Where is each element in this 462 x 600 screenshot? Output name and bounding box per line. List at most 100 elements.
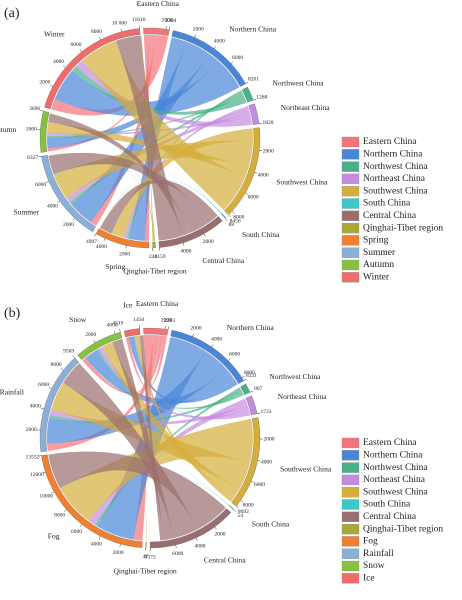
sector-name: South China (242, 230, 280, 239)
sector-arc (143, 27, 170, 36)
legend-label: South China (363, 500, 411, 510)
sector-arc (39, 357, 80, 453)
tick-mark (62, 65, 66, 68)
tick-label: 9569 (63, 348, 74, 354)
sector-name: Southwest China (276, 177, 328, 186)
legend-label: Southwest China (363, 487, 428, 497)
tick-mark (251, 480, 255, 483)
legend-label: Ice (363, 573, 375, 583)
tick-label: 6159 (155, 254, 166, 260)
tick-label: 242 (149, 254, 158, 260)
tick-mark (195, 537, 198, 541)
legend-swatch (341, 499, 360, 510)
legend-label: Summer (363, 248, 396, 258)
legend-label: Autumn (363, 260, 394, 270)
legend-swatch (341, 247, 360, 258)
legend-swatch (341, 259, 360, 271)
sector-name: Northwest China (269, 372, 321, 381)
legend-label: Central China (363, 512, 417, 522)
sector-arc (245, 395, 258, 416)
tick-label: 2000 (263, 436, 274, 442)
legend-swatch (341, 186, 360, 197)
tick-label: 1828 (263, 120, 274, 126)
legend-label: Spring (363, 236, 389, 246)
sector-name: Qinghai-Tibet region (123, 267, 187, 276)
tick-mark (231, 210, 235, 214)
tick-mark (213, 46, 217, 49)
chord (81, 40, 246, 211)
tick-mark (40, 110, 44, 112)
legend-label: Southwest China (363, 186, 428, 196)
sector-arc (95, 228, 150, 249)
sector-arc (39, 110, 50, 153)
legend-label: Qinghai-Tibet region (363, 223, 443, 233)
tick-label: 2000 (63, 222, 74, 228)
legend-swatch (341, 523, 360, 535)
tick-mark (192, 333, 194, 337)
legend-label: Eastern China (363, 438, 417, 448)
tick-label: 2000 (215, 531, 226, 537)
tick-label: 6000 (254, 482, 265, 488)
legend-swatch (341, 210, 360, 221)
tick-mark (245, 192, 249, 195)
tick-label: 2000 (203, 239, 214, 245)
tick-label: 8327 (27, 155, 38, 161)
tick-label: 8331 (246, 373, 257, 379)
sector-name: Summer (14, 208, 40, 217)
tick-label: 6000 (71, 529, 82, 535)
tick-label: 8000 (91, 29, 102, 35)
legend-swatch (341, 450, 360, 461)
legend-label: Qinghai-Tibet region (363, 524, 443, 534)
legend-swatch (341, 222, 360, 234)
legend-swatch (341, 136, 360, 148)
tick-label: 4000 (107, 322, 118, 328)
chord (102, 342, 240, 499)
tick-mark (243, 378, 247, 381)
tick-mark (119, 543, 121, 547)
legend-swatch (341, 573, 360, 584)
legend-label: South China (363, 199, 411, 209)
tick-label: 2000 (39, 79, 50, 85)
tick-label: 2000 (26, 427, 37, 433)
legend-swatch (341, 474, 360, 486)
tick-label: 8456 (230, 218, 241, 224)
tick-mark (42, 471, 46, 474)
tick-mark (98, 536, 101, 539)
tick-label: 8000 (244, 370, 255, 376)
sector-name: Qinghai-Tibet region (114, 567, 178, 576)
tick-label: 8000 (51, 362, 62, 368)
tick-label: 4000 (211, 337, 222, 343)
tick-label: 8373 (145, 554, 156, 560)
tick-label: 12000 (30, 472, 44, 478)
tick-mark (169, 26, 171, 30)
tick-mark (120, 28, 122, 32)
tick-mark (230, 61, 234, 64)
sector-arc (224, 127, 261, 216)
sector-name: Rainfall (0, 387, 24, 396)
sector-name: Eastern China (136, 299, 179, 308)
legend-label: Central China (363, 211, 417, 221)
tick-mark (175, 544, 177, 548)
chord (48, 152, 208, 233)
tick-mark (113, 330, 116, 334)
tick-mark (60, 368, 64, 371)
chord (85, 349, 235, 405)
tick-mark (64, 509, 67, 512)
tick-mark (125, 245, 127, 249)
chord (112, 338, 174, 541)
sector-name: Northern China (229, 25, 277, 34)
tick-label: 8000 (54, 513, 65, 519)
chord (116, 35, 184, 241)
tick-mark (228, 214, 231, 218)
tick-mark (57, 200, 61, 204)
sector-arc (152, 241, 156, 249)
sector-arc (77, 331, 123, 360)
sector-arc (231, 417, 261, 507)
tick-label: 6000 (70, 42, 81, 48)
tick-label: 2000 (263, 148, 274, 154)
sector-name: Eastern China (137, 0, 180, 8)
tick-mark (94, 233, 97, 237)
chord (48, 451, 226, 530)
